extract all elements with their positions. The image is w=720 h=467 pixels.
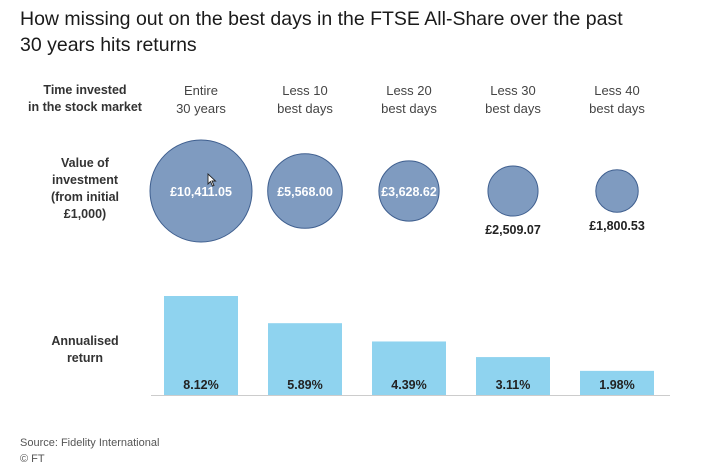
source-note: Source: Fidelity International © FT: [20, 435, 159, 467]
column-header-line-1: Entire: [184, 83, 218, 98]
row-header-value: Value of investment (from initial £1,000…: [30, 155, 140, 223]
return-label: 3.11%: [496, 378, 531, 392]
column-header-line-1: Less 10: [282, 83, 328, 98]
row-header-return-line-2: return: [66, 351, 104, 365]
return-bar: [268, 323, 342, 395]
column-header-line-1: Less 30: [490, 83, 536, 98]
value-bubble: [487, 165, 539, 217]
column-header-less-20: Less 20 best days: [354, 82, 464, 118]
column-header-less-30: Less 30 best days: [458, 82, 568, 118]
column-header-line-2: best days: [277, 101, 333, 116]
column-header-line-2: best days: [589, 101, 645, 116]
row-header-time-line-1: Time invested: [43, 83, 127, 97]
mouse-pointer-icon: [207, 173, 217, 187]
return-label: 1.98%: [599, 378, 634, 392]
row-header-value-line-3: (from initial: [50, 190, 120, 204]
row-header-time-line-2: in the stock market: [28, 100, 142, 114]
column-header-line-1: Less 40: [594, 83, 640, 98]
column-header-line-2: best days: [485, 101, 541, 116]
value-label: £2,509.07: [485, 223, 541, 237]
value-label: £5,568.00: [277, 185, 333, 199]
row-header-value-line-2: investment: [52, 173, 118, 187]
chart-title: How missing out on the best days in the …: [20, 6, 700, 58]
column-header-line-1: Less 20: [386, 83, 432, 98]
return-label: 8.12%: [183, 378, 218, 392]
row-header-time-invested: Time invested in the stock market: [20, 82, 150, 116]
column-header-less-40: Less 40 best days: [562, 82, 672, 118]
return-bar: [476, 357, 550, 395]
column-header-less-10: Less 10 best days: [250, 82, 360, 118]
column-header-line-2: best days: [381, 101, 437, 116]
chart-title-line-1: How missing out on the best days in the …: [20, 8, 623, 30]
return-label: 5.89%: [287, 378, 322, 392]
return-bar: [372, 341, 446, 395]
value-label: £1,800.53: [589, 219, 645, 233]
value-bubble: [267, 153, 343, 229]
column-header-line-2: 30 years: [176, 101, 226, 116]
chart-title-line-2: 30 years hits returns: [20, 34, 197, 56]
return-bar: [580, 370, 654, 395]
return-bar: [164, 296, 238, 395]
copyright-text: © FT: [20, 453, 45, 465]
return-label: 4.39%: [391, 378, 426, 392]
row-header-value-line-1: Value of: [61, 156, 109, 170]
row-header-return: Annualised return: [30, 333, 140, 367]
value-label: £3,628.62: [381, 185, 437, 199]
value-bubble: [378, 160, 440, 222]
value-bubble: [149, 139, 253, 243]
value-bubble: [595, 169, 639, 213]
column-header-entire: Entire 30 years: [146, 82, 256, 118]
value-label: £10,411.05: [170, 185, 232, 199]
row-header-value-line-4: £1,000): [63, 207, 107, 221]
row-header-return-line-1: Annualised: [51, 334, 119, 348]
source-text: Source: Fidelity International: [20, 437, 160, 449]
